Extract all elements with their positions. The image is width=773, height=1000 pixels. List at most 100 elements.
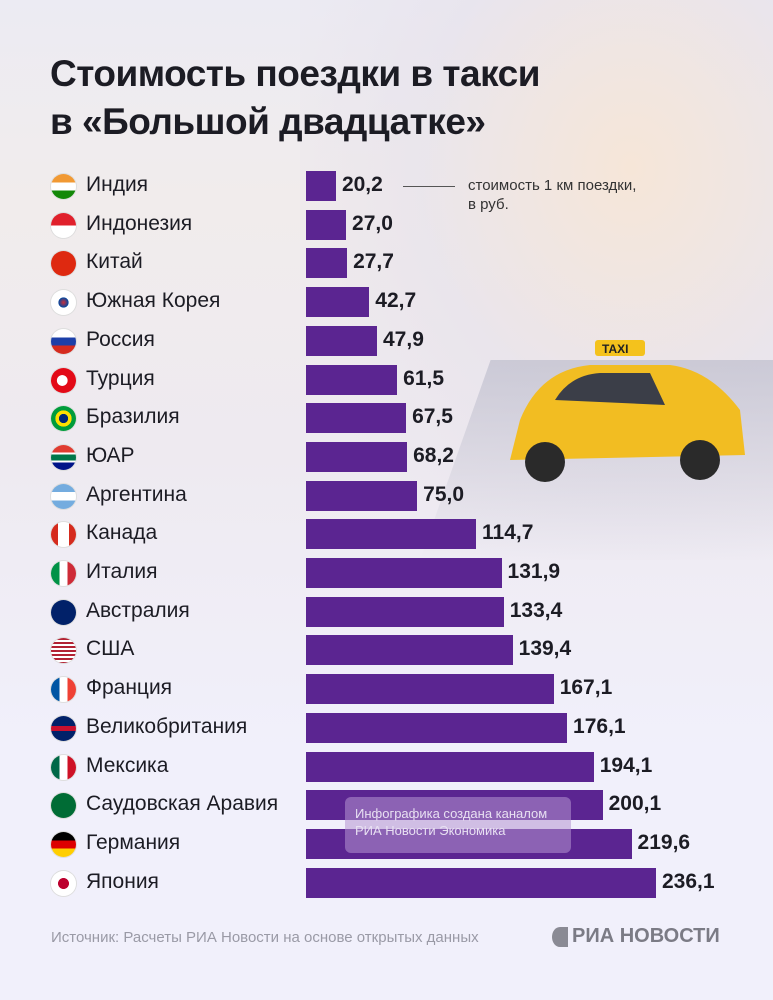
brazil-flag-icon — [51, 406, 76, 432]
canada-flag-icon — [51, 522, 76, 548]
value-label: 67,5 — [412, 405, 453, 429]
value-label: 27,0 — [352, 211, 393, 235]
bar-row: Россия 47,9 — [0, 325, 773, 356]
bar — [306, 596, 504, 627]
value-label: 47,9 — [383, 327, 424, 351]
australia-flag-icon — [51, 599, 76, 625]
value-label: 176,1 — [573, 714, 626, 738]
category-label: Канада — [86, 521, 158, 545]
argentina-flag-icon — [51, 483, 76, 509]
saudi-arabia-flag-icon — [51, 793, 76, 819]
italy-flag-icon — [51, 561, 76, 586]
category-label: Китай — [86, 250, 143, 274]
bar — [306, 171, 336, 201]
bar — [306, 325, 377, 356]
value-label: 133,4 — [509, 598, 563, 622]
bar — [306, 751, 594, 782]
title-line-1: Стоимость поездки в такси — [50, 53, 540, 94]
value-label: 219,6 — [637, 830, 691, 854]
value-label: 75,0 — [423, 482, 465, 506]
value-label: 131,9 — [507, 560, 561, 583]
mexico-flag-icon — [51, 754, 76, 780]
note-line-2: в руб. — [468, 196, 509, 213]
ria-logo: РИА НОВОСТИ — [552, 925, 720, 948]
bar-row: Канада 114,7 — [0, 519, 773, 550]
bar-row: Великобритания 176,1 — [0, 712, 773, 743]
bar — [306, 712, 568, 743]
usa-flag-icon — [51, 638, 76, 664]
bar-row: Китай 27,7 — [0, 248, 773, 279]
value-label: 27,7 — [353, 250, 394, 274]
india-flag-icon — [51, 174, 76, 199]
category-label: Австралия — [86, 598, 190, 622]
south-africa-flag-icon — [51, 444, 76, 470]
bar — [306, 867, 656, 898]
category-label: Великобритания — [86, 714, 248, 738]
value-label: 194,1 — [599, 753, 653, 777]
category-label: Италия — [86, 560, 158, 583]
bar-row: Япония 236,1 — [0, 867, 773, 898]
category-label: Россия — [86, 327, 155, 351]
category-label: Германия — [86, 830, 181, 854]
bar-row: Мексика 194,1 — [0, 751, 773, 782]
note-leader-line — [403, 186, 455, 187]
svg-text:TAXI: TAXI — [602, 342, 628, 356]
watermark: Инфографика создана каналом РИА Новости … — [345, 797, 571, 853]
category-label: Япония — [86, 869, 159, 893]
chart-title: Стоимость поездки в такси в «Большой два… — [50, 50, 540, 146]
bar — [306, 441, 408, 472]
title-line-2: в «Большой двадцатке» — [50, 101, 486, 142]
bar — [306, 209, 347, 240]
china-flag-icon — [51, 251, 76, 277]
taxi-image: TAXI — [510, 340, 745, 482]
category-label: Бразилия — [86, 405, 180, 429]
category-label: Индонезия — [86, 211, 193, 235]
bar — [306, 480, 418, 511]
value-label: 167,1 — [559, 676, 613, 700]
russia-flag-icon — [51, 328, 76, 354]
france-flag-icon — [51, 677, 76, 703]
bar-row: Индонезия 27,0 — [0, 209, 773, 240]
bar-row: Бразилия 67,5 — [0, 403, 773, 434]
category-label: ЮАР — [86, 443, 135, 467]
bar — [306, 248, 348, 279]
watermark-line-1: Инфографика создана каналом — [355, 806, 548, 821]
value-label: 236,1 — [662, 869, 715, 893]
category-label: Турция — [86, 366, 155, 390]
bar-row: ЮАР 68,2 — [0, 441, 773, 472]
category-label: Аргентина — [86, 482, 187, 506]
bar — [306, 635, 513, 666]
category-label: Саудовская Аравия — [86, 792, 279, 816]
bar-row: Индия 20,2 — [0, 171, 773, 201]
bar — [306, 519, 477, 550]
bar — [306, 403, 407, 434]
japan-flag-icon — [51, 870, 76, 896]
category-label: Южная Корея — [86, 289, 221, 313]
value-label: 139,4 — [518, 637, 572, 661]
bar-row: Австралия 133,4 — [0, 596, 773, 627]
turkey-flag-icon — [51, 367, 76, 393]
watermark-line-2: РИА Новости Экономика — [355, 823, 506, 838]
value-label: 68,2 — [413, 443, 454, 467]
category-label: США — [86, 637, 135, 661]
bar-row: Аргентина 75,0 — [0, 480, 773, 511]
bar-row: США 139,4 — [0, 635, 773, 666]
bar — [306, 558, 502, 588]
value-label: 200,1 — [608, 792, 662, 816]
uk-flag-icon — [51, 715, 76, 741]
indonesia-flag-icon — [51, 212, 76, 238]
ria-logo-icon — [552, 926, 568, 947]
bar — [306, 364, 398, 395]
bar-row: Франция 167,1 — [0, 674, 773, 705]
south-korea-flag-icon — [51, 290, 76, 316]
bar-row: Италия 131,9 — [0, 558, 773, 588]
value-label: 42,7 — [375, 289, 417, 313]
value-label: 61,5 — [403, 366, 445, 390]
note-line-1: стоимость 1 км поездки, — [468, 177, 637, 194]
category-label: Индия — [86, 173, 149, 196]
category-label: Франция — [86, 676, 173, 700]
category-label: Мексика — [86, 753, 169, 777]
bar-row: Южная Корея 42,7 — [0, 287, 773, 318]
unit-note: стоимость 1 км поездки, в руб. — [468, 176, 636, 214]
bar — [306, 674, 554, 705]
